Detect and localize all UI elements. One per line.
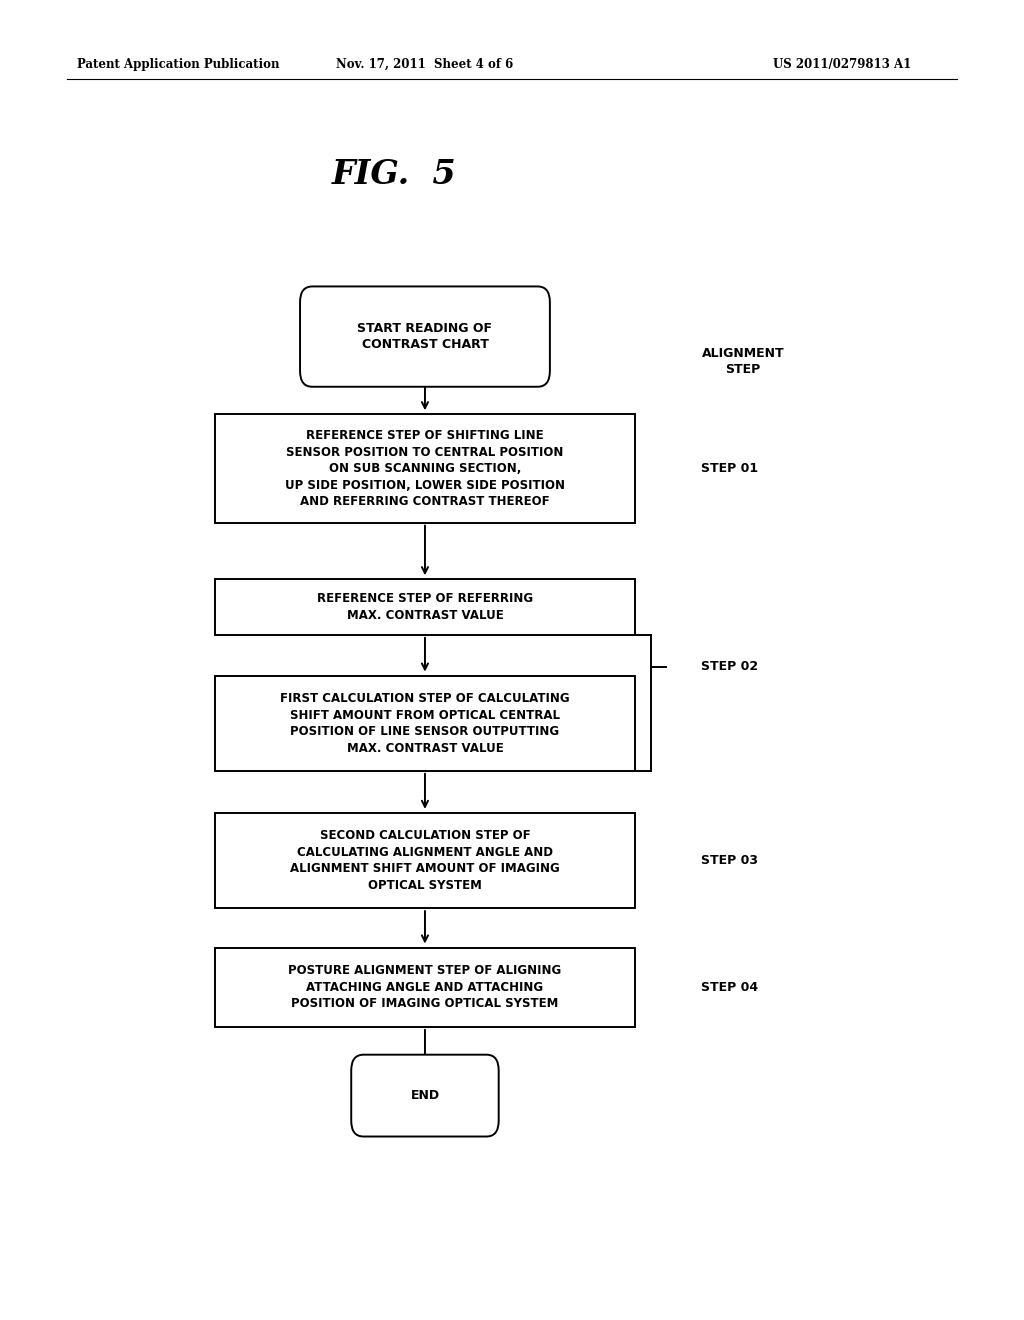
Text: FIRST CALCULATION STEP OF CALCULATING
SHIFT AMOUNT FROM OPTICAL CENTRAL
POSITION: FIRST CALCULATION STEP OF CALCULATING SH… xyxy=(281,692,569,755)
FancyBboxPatch shape xyxy=(215,948,635,1027)
Text: REFERENCE STEP OF REFERRING
MAX. CONTRAST VALUE: REFERENCE STEP OF REFERRING MAX. CONTRAS… xyxy=(316,593,534,622)
Text: Patent Application Publication: Patent Application Publication xyxy=(77,58,280,71)
Text: STEP 04: STEP 04 xyxy=(701,981,759,994)
Text: START READING OF
CONTRAST CHART: START READING OF CONTRAST CHART xyxy=(357,322,493,351)
Text: STEP 01: STEP 01 xyxy=(701,462,759,475)
Text: FIG.  5: FIG. 5 xyxy=(332,158,457,190)
Text: SECOND CALCULATION STEP OF
CALCULATING ALIGNMENT ANGLE AND
ALIGNMENT SHIFT AMOUN: SECOND CALCULATION STEP OF CALCULATING A… xyxy=(290,829,560,892)
Text: STEP 03: STEP 03 xyxy=(701,854,759,867)
FancyBboxPatch shape xyxy=(215,414,635,523)
Text: REFERENCE STEP OF SHIFTING LINE
SENSOR POSITION TO CENTRAL POSITION
ON SUB SCANN: REFERENCE STEP OF SHIFTING LINE SENSOR P… xyxy=(285,429,565,508)
FancyBboxPatch shape xyxy=(215,813,635,908)
FancyBboxPatch shape xyxy=(215,579,635,635)
Text: STEP 02: STEP 02 xyxy=(701,660,759,673)
FancyBboxPatch shape xyxy=(300,286,550,387)
Text: END: END xyxy=(411,1089,439,1102)
Text: Nov. 17, 2011  Sheet 4 of 6: Nov. 17, 2011 Sheet 4 of 6 xyxy=(336,58,514,71)
FancyBboxPatch shape xyxy=(215,676,635,771)
Text: POSTURE ALIGNMENT STEP OF ALIGNING
ATTACHING ANGLE AND ATTACHING
POSITION OF IMA: POSTURE ALIGNMENT STEP OF ALIGNING ATTAC… xyxy=(289,965,561,1010)
Text: US 2011/0279813 A1: US 2011/0279813 A1 xyxy=(773,58,911,71)
FancyBboxPatch shape xyxy=(351,1055,499,1137)
Text: ALIGNMENT
STEP: ALIGNMENT STEP xyxy=(701,347,784,376)
